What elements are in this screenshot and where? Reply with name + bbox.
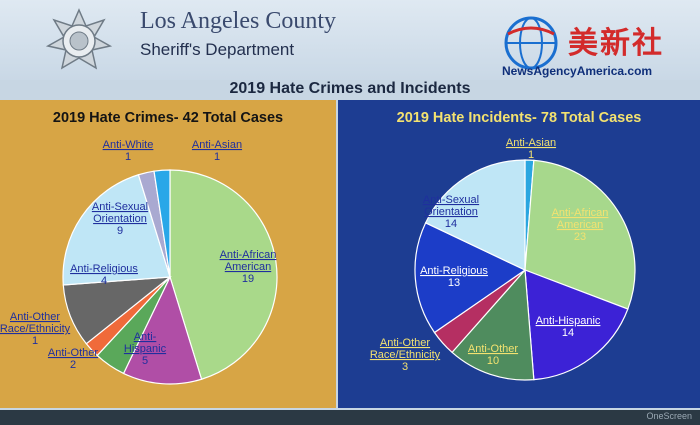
pie-slice-anti-african-american bbox=[169, 169, 278, 381]
globe-logo-icon bbox=[504, 16, 558, 70]
pie-label-anti-other-race-ethnicity: Anti-Other Race/Ethnicity 3 bbox=[370, 337, 441, 373]
pie-label-anti-other: Anti-Other 10 bbox=[468, 343, 518, 367]
slide-title: 2019 Hate Crimes and Incidents bbox=[229, 80, 471, 97]
sheriff-star-badge-icon bbox=[46, 8, 112, 70]
pie-label-anti-other: Anti-Other 2 bbox=[48, 347, 98, 371]
pie-label-anti-hispanic: Anti-Hispanic 5 bbox=[124, 331, 167, 367]
pie-label-anti-asian: Anti-Asian 1 bbox=[506, 137, 556, 161]
pie-slice-anti-african-american bbox=[524, 159, 636, 310]
hate-crimes-panel: 2019 Hate Crimes- 42 Total Cases Anti-Af… bbox=[0, 100, 336, 408]
hate-incidents-panel: 2019 Hate Incidents- 78 Total Cases Anti… bbox=[338, 100, 700, 408]
news-watermark: 美新社 NewsAgencyAmerica.com bbox=[500, 6, 690, 80]
pie-label-anti-other-race-ethnicity: Anti-Other Race/Ethnicity 1 bbox=[0, 311, 71, 347]
pie-label-anti-african-american: Anti-African American 19 bbox=[220, 249, 277, 285]
pie-label-anti-hispanic: Anti-Hispanic 14 bbox=[536, 315, 601, 339]
pie-slice-anti-hispanic bbox=[122, 275, 203, 385]
slide-header: Los Angeles County Sheriff's Department … bbox=[0, 0, 700, 80]
pie-label-anti-white: Anti-White 1 bbox=[103, 139, 154, 163]
watermark-chinese-text: 美新社 bbox=[568, 26, 664, 61]
hate-crimes-chart-title: 2019 Hate Crimes- 42 Total Cases bbox=[52, 110, 284, 126]
hate-incidents-pie-chart: Anti-Asian 1 Anti-African American 23 Anti-Hi… bbox=[370, 137, 636, 381]
pie-slice-anti-sexual-orientation bbox=[424, 159, 526, 271]
pie-label-anti-sexual-orientation: Anti-Sexual Orientation 9 bbox=[92, 201, 148, 237]
presentation-slide: Los Angeles County Sheriff's Department … bbox=[0, 0, 700, 410]
screen-brand-label: OneScreen bbox=[646, 411, 692, 421]
pie-label-anti-asian: Anti-Asian 1 bbox=[192, 139, 242, 163]
org-subtitle: Sheriff's Department bbox=[140, 40, 295, 59]
pie-label-anti-sexual-orientation: Anti-Sexual Orientation 14 bbox=[423, 194, 479, 230]
pie-label-anti-religious: Anti-Religious 13 bbox=[420, 265, 488, 289]
pie-slice-anti-religious bbox=[414, 222, 527, 334]
pie-slice-anti-asian bbox=[153, 169, 171, 278]
pie-slice-anti-sexual-orientation bbox=[62, 173, 171, 286]
pie-label-anti-african-american: Anti-African American 23 bbox=[552, 207, 609, 243]
pie-slice-anti-other bbox=[451, 268, 535, 381]
hate-crimes-pie-chart: Anti-African American 19 Anti-Hispanic 5 Anti… bbox=[0, 139, 278, 385]
hate-incidents-chart-title: 2019 Hate Incidents- 78 Total Cases bbox=[396, 110, 642, 126]
pie-label-anti-religious: Anti-Religious 4 bbox=[70, 263, 138, 287]
bottom-strip: OneScreen bbox=[0, 410, 700, 425]
org-title: Los Angeles County bbox=[140, 8, 336, 34]
pie-slice-anti-hispanic bbox=[524, 269, 629, 381]
watermark-url: NewsAgencyAmerica.com bbox=[502, 64, 653, 78]
